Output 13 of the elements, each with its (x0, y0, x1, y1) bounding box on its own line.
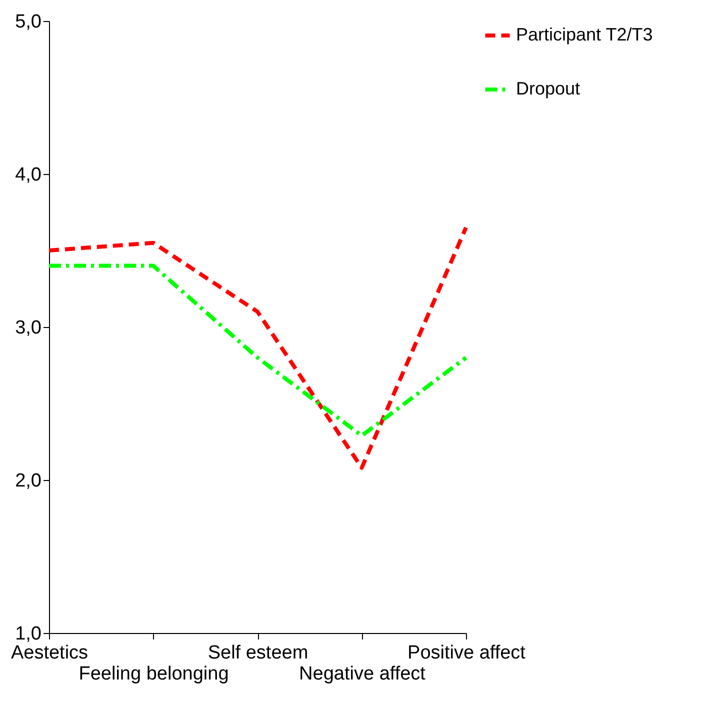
line-series (47, 226, 468, 470)
x-tick-label: Negative affect (299, 664, 426, 684)
y-tick-label: 3,0 (15, 318, 42, 338)
y-tick-label: 2,0 (15, 470, 42, 492)
legend-label: Participant T2/T3 (516, 24, 653, 44)
x-tick-label: Aestetics (10, 642, 88, 664)
legend-label: Dropout (516, 78, 580, 98)
x-tick-label: Self esteem (208, 642, 308, 664)
y-tick-label: 1,0 (15, 624, 42, 644)
y-tick-label: 5,0 (15, 12, 42, 32)
x-tick-label: Feeling belonging (78, 664, 229, 684)
x-tick-label: Positive affect (408, 642, 526, 664)
y-tick-label: 4,0 (15, 164, 42, 186)
